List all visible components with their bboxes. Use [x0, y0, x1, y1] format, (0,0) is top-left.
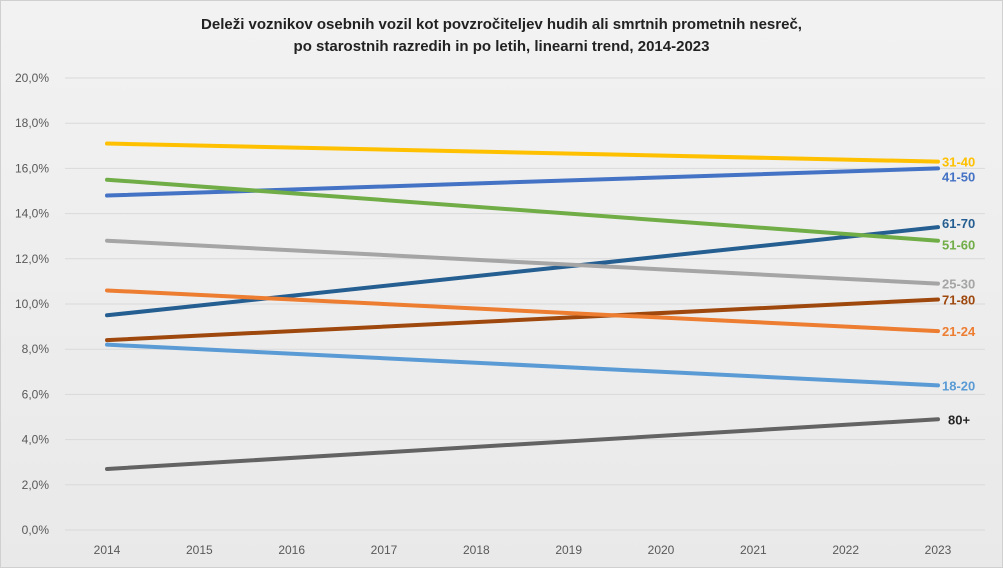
series-line-31-40	[105, 141, 940, 164]
y-axis-ticks: 0,0% 2,0% 4,0% 6,0% 8,0% 10,0% 12,0% 14,0% 16,0%…	[15, 71, 49, 537]
x-tick-label: 2019	[555, 543, 582, 557]
x-tick-label: 2020	[648, 543, 675, 557]
y-tick-label: 14,0%	[15, 207, 49, 221]
x-tick-label: 2015	[186, 543, 213, 557]
x-tick-label: 2023	[925, 543, 952, 557]
y-tick-label: 10,0%	[15, 297, 49, 311]
series-label-51-60: 51-60	[942, 238, 975, 253]
series-label-71-80: 71-80	[942, 292, 975, 307]
y-tick-label: 18,0%	[15, 116, 49, 130]
series-lines	[105, 141, 940, 471]
y-tick-label: 8,0%	[22, 342, 50, 356]
y-tick-label: 16,0%	[15, 161, 49, 175]
x-tick-label: 2021	[740, 543, 767, 557]
y-tick-label: 0,0%	[22, 523, 50, 537]
x-tick-label: 2018	[463, 543, 490, 557]
series-line-41-50	[105, 166, 940, 198]
y-tick-label: 6,0%	[22, 387, 50, 401]
series-label-41-50: 41-50	[942, 169, 975, 184]
series-label-18-20: 18-20	[942, 378, 975, 393]
chart-title-line2: po starostnih razredih in po letih, line…	[293, 38, 710, 55]
chart-title-line1: Deleži voznikov osebnih vozil kot povzro…	[201, 16, 802, 33]
series-label-31-40: 31-40	[942, 155, 975, 170]
y-tick-label: 4,0%	[22, 433, 50, 447]
x-tick-label: 2016	[278, 543, 305, 557]
series-line-61-70	[105, 225, 940, 318]
series-label-61-70: 61-70	[942, 216, 975, 231]
series-label-80plus: 80+	[948, 412, 970, 427]
y-tick-label: 12,0%	[15, 252, 49, 266]
series-line-18-20	[105, 342, 940, 388]
series-line-21-24	[105, 288, 940, 334]
series-label-25-30: 25-30	[942, 277, 975, 292]
chart-title: Deleži voznikov osebnih vozil kot povzro…	[0, 14, 1003, 58]
x-tick-label: 2022	[832, 543, 859, 557]
series-label-21-24: 21-24	[942, 324, 976, 339]
x-axis-ticks: 2014 2015 2016 2017 2018 2019 2020 2021 2022 2023	[94, 543, 952, 557]
x-tick-label: 2014	[94, 543, 121, 557]
y-tick-label: 2,0%	[22, 478, 50, 492]
series-line-25-30	[105, 238, 940, 286]
y-tick-label: 20,0%	[15, 71, 49, 85]
x-tick-label: 2017	[371, 543, 398, 557]
series-line-71-80	[105, 297, 940, 343]
series-line-51-60	[105, 177, 940, 243]
series-line-80plus	[105, 417, 940, 471]
